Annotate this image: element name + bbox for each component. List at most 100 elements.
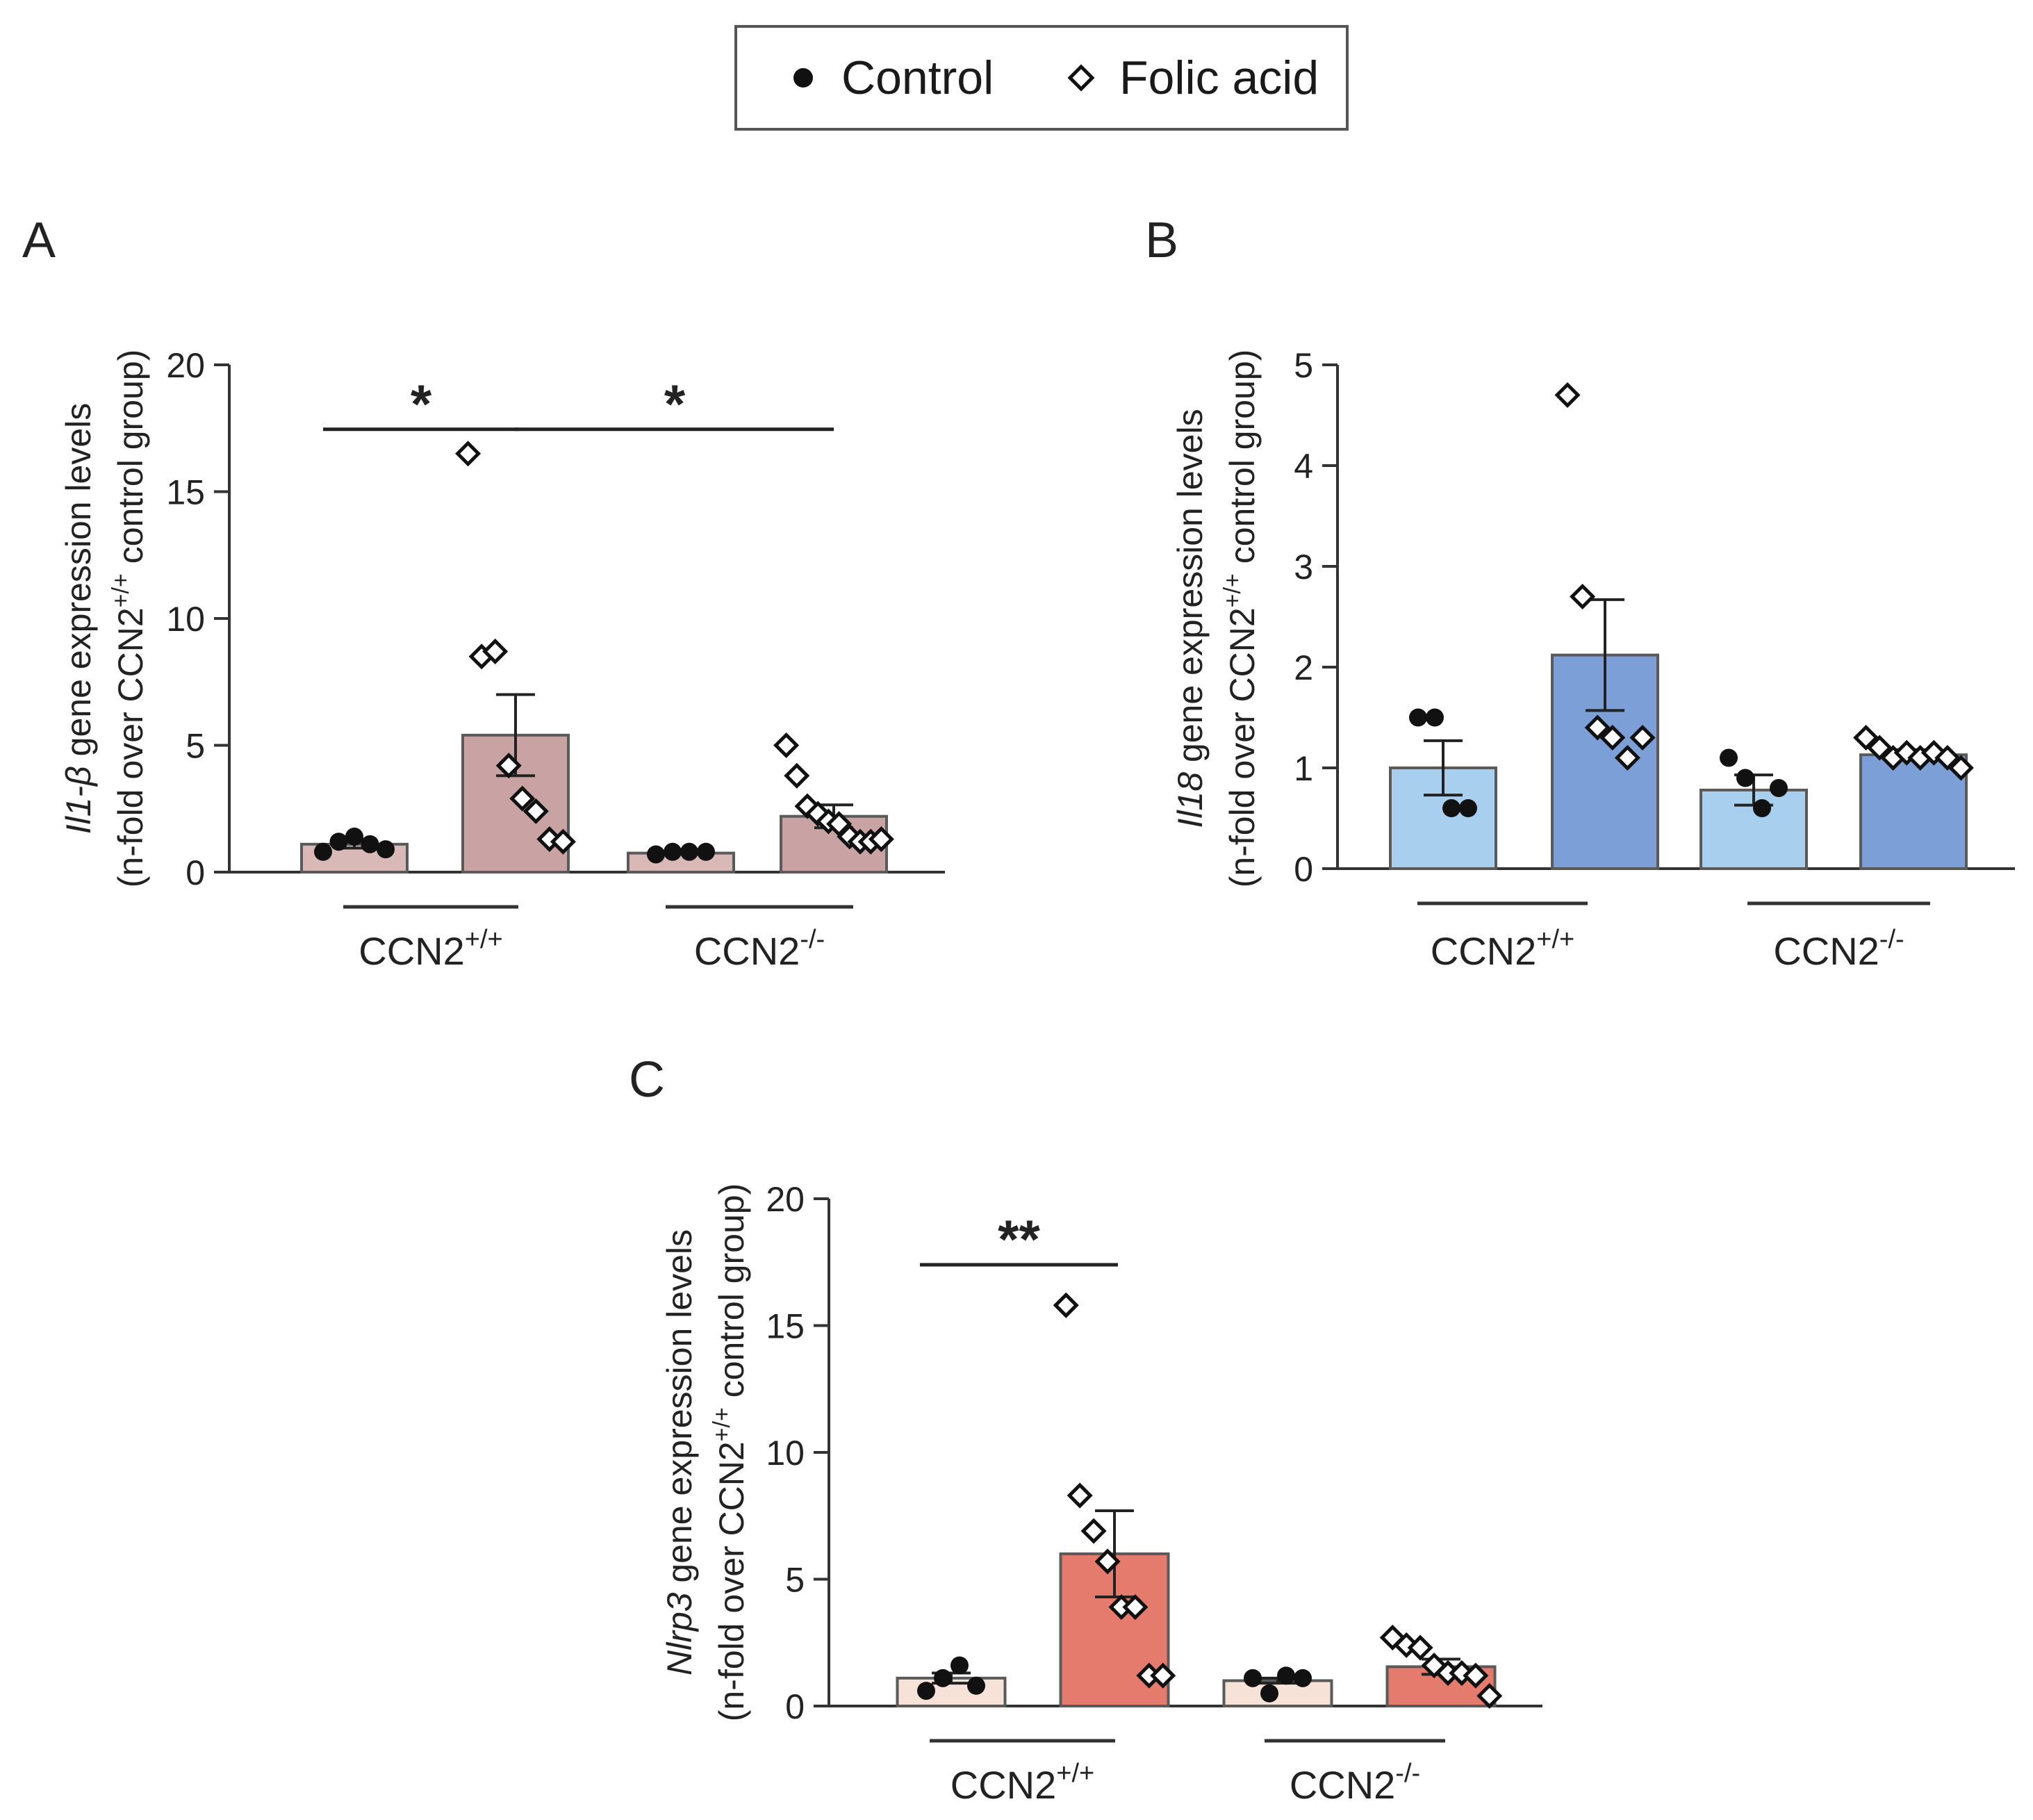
data-point-control <box>314 842 332 861</box>
bar-control <box>627 851 735 874</box>
group-label-base: CCN2 <box>1290 1763 1395 1807</box>
y-axis-label-post: control group) <box>712 1183 751 1407</box>
y-tick-label: 20 <box>166 346 205 385</box>
y-tick-label: 20 <box>766 1180 805 1219</box>
panel-letter: A <box>22 213 56 268</box>
data-point-control <box>1442 799 1460 817</box>
data-point-folic <box>495 753 522 779</box>
data-point-control <box>1736 769 1754 787</box>
data-point-folic <box>1948 755 1974 781</box>
y-axis-label-line2: (n-fold over CCN2+/+ control group) <box>1219 350 1262 887</box>
y-axis-label-post: control group) <box>1223 350 1262 573</box>
y-axis-label-rest: gene expression levels <box>1171 409 1210 772</box>
data-point-folic <box>1080 1518 1107 1544</box>
y-tick-label: 0 <box>1294 850 1313 889</box>
y-axis-label-line2: (n-fold over CCN2+/+ control group) <box>709 1183 751 1721</box>
y-axis-label-sup: +/+ <box>1219 573 1246 607</box>
panel-a: A 0 5 10 15 20 Il1-β gene expression levels (n-… <box>22 213 945 973</box>
data-point-folic <box>1866 735 1893 761</box>
data-point-folic <box>522 798 549 824</box>
data-point-folic <box>773 732 800 759</box>
legend: Control Folic acid <box>734 25 1349 131</box>
group-label-base: CCN2 <box>694 929 800 973</box>
data-point-folic <box>1476 1682 1503 1709</box>
data-point-control <box>1409 708 1427 727</box>
y-axis-label-pre: (n-fold over CCN2 <box>712 1441 751 1721</box>
y-tick-label: 10 <box>766 1434 805 1473</box>
y-tick-label: 1 <box>1294 749 1313 788</box>
group-label: CCN2+/+ <box>950 1759 1094 1807</box>
data-point-control <box>1753 799 1771 817</box>
y-tick-label: 15 <box>166 473 205 512</box>
data-point-folic <box>1463 1662 1489 1689</box>
data-point-control <box>680 842 698 861</box>
y-tick-label: 2 <box>1294 648 1313 687</box>
group-label-sup: +/+ <box>1536 925 1574 954</box>
data-point-folic <box>868 826 894 853</box>
group-label-base: CCN2 <box>950 1763 1056 1807</box>
y-axis-label-sup: +/+ <box>709 1407 735 1441</box>
y-axis-label-line1: Il1-β gene expression levels <box>59 403 98 835</box>
data-point-control <box>1459 799 1477 817</box>
data-point-control <box>345 827 363 846</box>
y-axis-label-pre: (n-fold over CCN2 <box>1223 607 1262 887</box>
bar-folic <box>1859 753 1968 871</box>
data-point-folic <box>509 785 536 812</box>
group-label: CCN2+/+ <box>1431 925 1574 973</box>
data-point-control <box>697 842 715 861</box>
data-point-folic <box>1554 382 1581 409</box>
data-point-folic <box>784 762 810 789</box>
legend-item-control: Control <box>765 28 994 128</box>
gene-name: Il1-β <box>59 766 98 834</box>
panel-letter: C <box>629 1052 665 1108</box>
data-point-folic <box>1094 1548 1121 1575</box>
panel-letter: B <box>1145 213 1178 268</box>
data-point-folic <box>1584 714 1611 741</box>
data-point-folic <box>1599 724 1626 751</box>
y-axis-label-sup: +/+ <box>108 573 134 607</box>
data-point-control <box>1277 1666 1295 1685</box>
y-axis-label-post: control group) <box>111 350 150 573</box>
data-point-control <box>1294 1669 1312 1687</box>
data-point-control <box>329 833 348 851</box>
data-point-control <box>950 1656 969 1675</box>
data-point-control <box>934 1669 952 1687</box>
filled-circle-icon <box>765 28 841 128</box>
data-point-control <box>377 840 395 859</box>
y-axis-label-rest: gene expression levels <box>660 1229 699 1593</box>
data-point-folic <box>1150 1662 1176 1689</box>
group-label: CCN2-/- <box>694 925 825 973</box>
data-point-folic <box>1067 1482 1093 1509</box>
data-point-folic <box>482 638 509 664</box>
y-tick-label: 5 <box>1294 346 1313 385</box>
data-point-control <box>1770 779 1788 797</box>
significance-label: * <box>411 373 432 434</box>
data-point-folic <box>1122 1594 1149 1621</box>
data-point-folic <box>1407 1634 1433 1661</box>
y-tick-label: 3 <box>1294 548 1313 587</box>
data-point-folic <box>1934 744 1961 771</box>
y-tick-label: 0 <box>785 1687 805 1726</box>
y-axis-label-line1: Nlrp3 gene expression levels <box>660 1229 699 1675</box>
group-label-sup: +/+ <box>1056 1759 1094 1788</box>
gene-name: Nlrp3 <box>660 1592 699 1675</box>
y-axis-label-line2: (n-fold over CCN2+/+ control group) <box>108 350 150 887</box>
data-point-control <box>917 1682 935 1700</box>
group-label: CCN2-/- <box>1773 925 1904 973</box>
group-label-sup: -/- <box>1879 925 1904 954</box>
legend-label-control: Control <box>841 51 994 104</box>
legend-label-folic-acid: Folic acid <box>1119 51 1319 104</box>
y-axis-label-line1: Il18 gene expression levels <box>1171 409 1210 828</box>
data-point-control <box>967 1676 985 1695</box>
group-label-sup: +/+ <box>465 925 503 954</box>
data-point-folic <box>455 441 481 467</box>
significance-label: ** <box>998 1208 1040 1270</box>
data-point-control <box>1720 748 1738 767</box>
data-point-control <box>1244 1669 1262 1687</box>
data-point-folic <box>1053 1292 1079 1318</box>
group-label-sup: -/- <box>1395 1759 1420 1788</box>
data-point-control <box>664 842 682 861</box>
y-tick-label: 0 <box>186 853 205 892</box>
open-diamond-icon <box>1043 28 1119 128</box>
group-label: CCN2+/+ <box>359 925 502 973</box>
